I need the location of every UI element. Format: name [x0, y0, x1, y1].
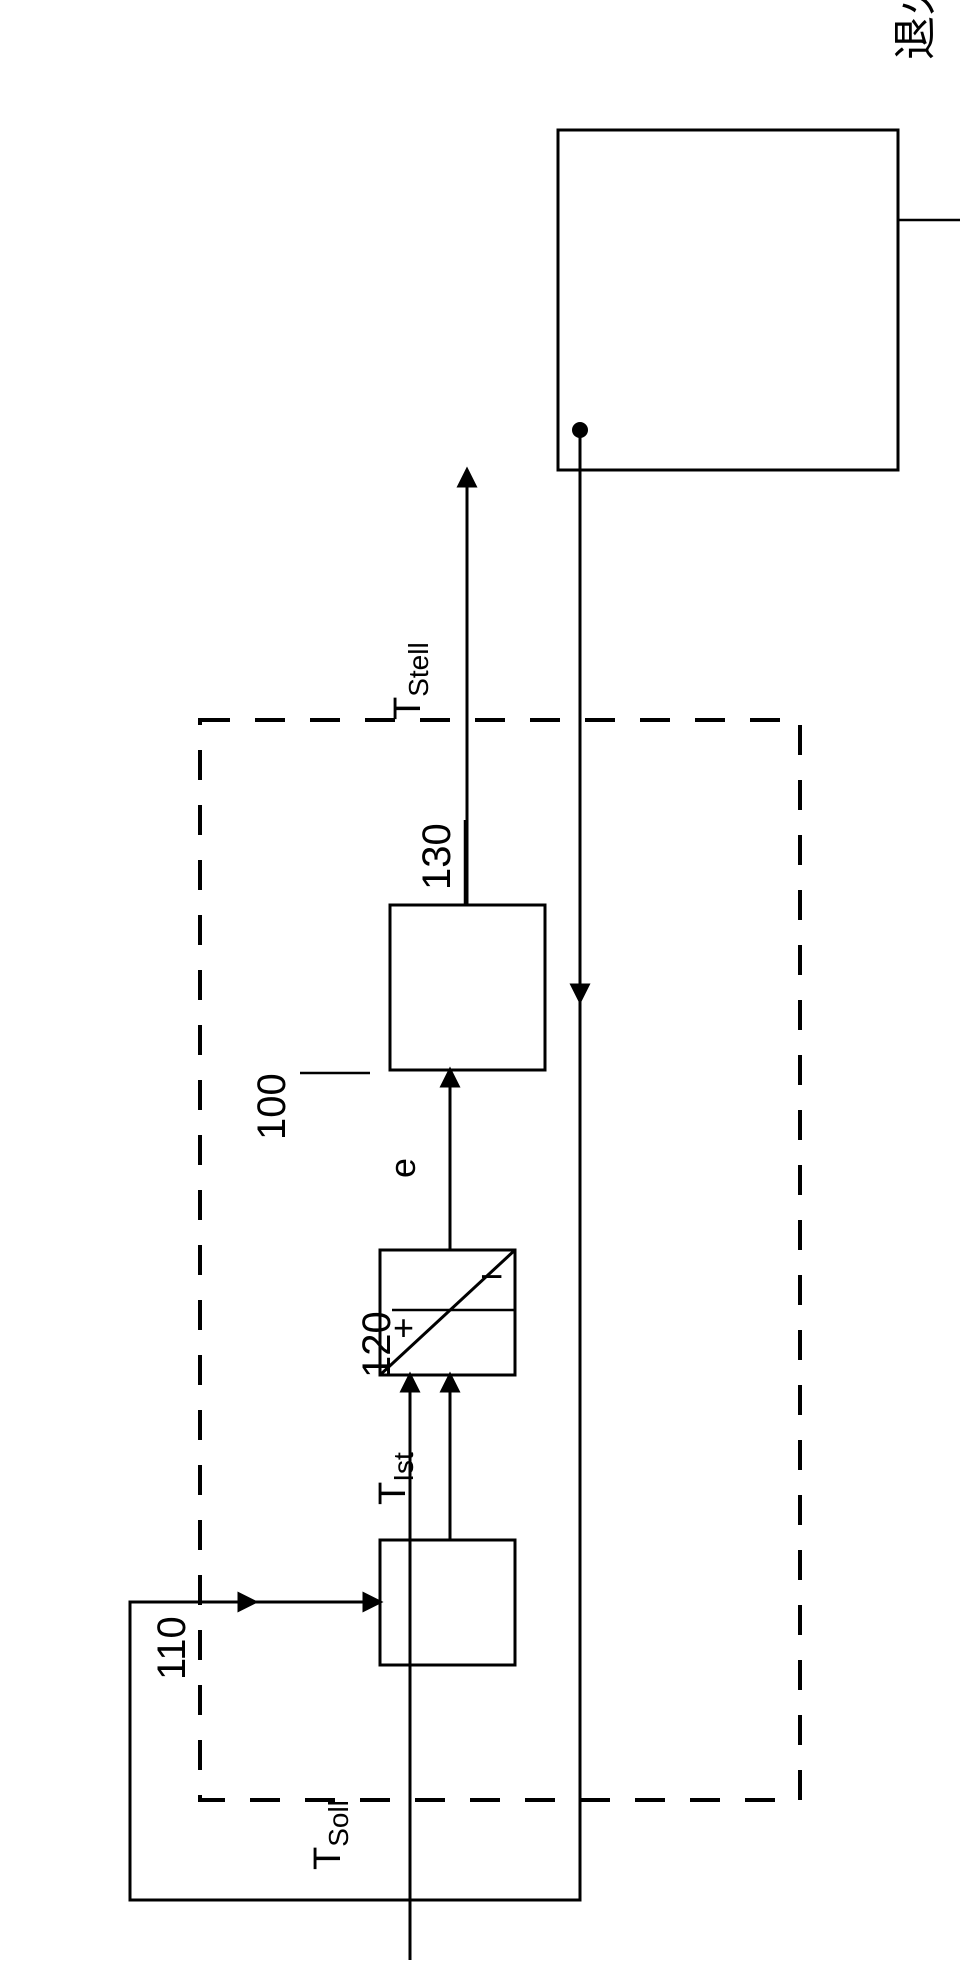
edge-feedback: [130, 430, 580, 1900]
label-100: 100: [250, 1073, 294, 1140]
diagram-svg: 退火炉100110120130eTSollTIstTStell+−: [0, 0, 980, 1971]
label-130-text: 130: [415, 823, 459, 890]
sensor-dot: [572, 422, 588, 438]
control-loop-diagram: 退火炉100110120130eTSollTIstTStell+−: [0, 0, 980, 1971]
label-t-soll: TSoll: [307, 1800, 354, 1870]
model-block: [380, 1540, 515, 1665]
label-plus-text: +: [393, 1307, 414, 1348]
label-minus: −: [480, 1255, 503, 1299]
label-minus-text: −: [480, 1255, 503, 1299]
label-110: 110: [150, 1616, 194, 1680]
label-furnace-text: 退火炉: [891, 0, 940, 60]
label-100-text: 100: [250, 1073, 294, 1140]
label-e-text: e: [382, 1158, 423, 1178]
label-t-stell: TStell: [387, 642, 434, 720]
label-130: 130: [415, 823, 459, 890]
label-plus: +: [393, 1307, 414, 1348]
label-furnace: 退火炉: [891, 0, 940, 60]
label-t-stell-text: TStell: [387, 642, 434, 720]
controller-block: [390, 905, 545, 1070]
label-t-ist-text: TIst: [372, 1452, 419, 1505]
label-e: e: [382, 1158, 423, 1178]
label-110-text: 110: [150, 1616, 194, 1680]
label-t-ist: TIst: [372, 1452, 419, 1505]
label-t-soll-text: TSoll: [307, 1800, 354, 1870]
furnace-block: [558, 130, 898, 470]
